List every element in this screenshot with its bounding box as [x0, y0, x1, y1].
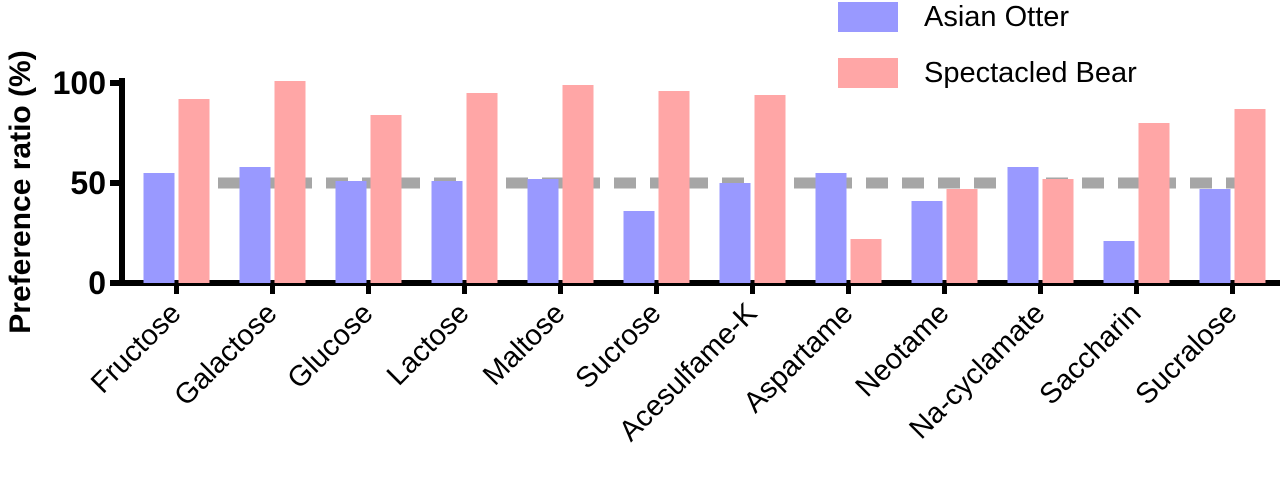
bar-asian-otter-maltose — [527, 179, 559, 283]
bar-spectacled-bear-glucose — [370, 115, 402, 283]
y-axis-label: Preference ratio (%) — [4, 50, 37, 333]
bar-asian-otter-fructose — [143, 173, 175, 283]
y-axis: 0 50 100 — [53, 65, 125, 301]
y-tick-label-100: 100 — [53, 65, 106, 101]
bar-spectacled-bear-acesulfame-k — [754, 95, 786, 283]
legend-label-asian-otter: Asian Otter — [924, 0, 1070, 33]
x-tick-label-sucrose: Sucrose — [570, 297, 668, 395]
y-tick-label-50: 50 — [70, 165, 106, 201]
bar-spectacled-bear-aspartame — [850, 239, 882, 283]
x-tick-label-maltose: Maltose — [477, 297, 571, 391]
y-tick-label-0: 0 — [88, 265, 106, 301]
bar-asian-otter-sucrose — [623, 211, 655, 283]
bar-asian-otter-galactose — [239, 167, 271, 283]
bar-asian-otter-sucralose — [1199, 189, 1231, 283]
legend-swatch-asian-otter — [838, 2, 898, 32]
legend: Asian Otter Spectacled Bear — [838, 0, 1258, 100]
bar-asian-otter-neotame — [911, 201, 943, 283]
x-tick-label-lactose: Lactose — [381, 297, 475, 391]
bar-spectacled-bear-sucrose — [658, 91, 690, 283]
bar-asian-otter-na-cyclamate — [1007, 167, 1039, 283]
bars — [143, 81, 1266, 283]
bar-spectacled-bear-saccharin — [1138, 123, 1170, 283]
bar-spectacled-bear-lactose — [466, 93, 498, 283]
bar-asian-otter-glucose — [335, 181, 367, 283]
bar-asian-otter-lactose — [431, 181, 463, 283]
x-tick-label-saccharin: Saccharin — [1034, 297, 1148, 411]
bar-asian-otter-acesulfame-k — [719, 183, 751, 283]
bar-spectacled-bear-galactose — [274, 81, 306, 283]
legend-label-spectacled-bear: Spectacled Bear — [924, 56, 1137, 89]
bar-spectacled-bear-maltose — [562, 85, 594, 283]
bar-asian-otter-saccharin — [1103, 241, 1135, 283]
bar-spectacled-bear-neotame — [946, 189, 978, 283]
legend-item-asian-otter: Asian Otter — [838, 0, 1069, 34]
x-tick-label-fructose: Fructose — [85, 297, 187, 399]
bar-asian-otter-aspartame — [815, 173, 847, 283]
bar-spectacled-bear-fructose — [178, 99, 210, 283]
bar-spectacled-bear-sucralose — [1234, 109, 1266, 283]
bar-spectacled-bear-na-cyclamate — [1042, 179, 1074, 283]
legend-swatch-spectacled-bear — [838, 58, 898, 88]
legend-item-spectacled-bear: Spectacled Bear — [838, 56, 1137, 90]
x-tick-label-glucose: Glucose — [282, 297, 380, 395]
x-tick-label-galactose: Galactose — [168, 297, 283, 412]
x-tick-label-sucralose: Sucralose — [1130, 297, 1244, 411]
